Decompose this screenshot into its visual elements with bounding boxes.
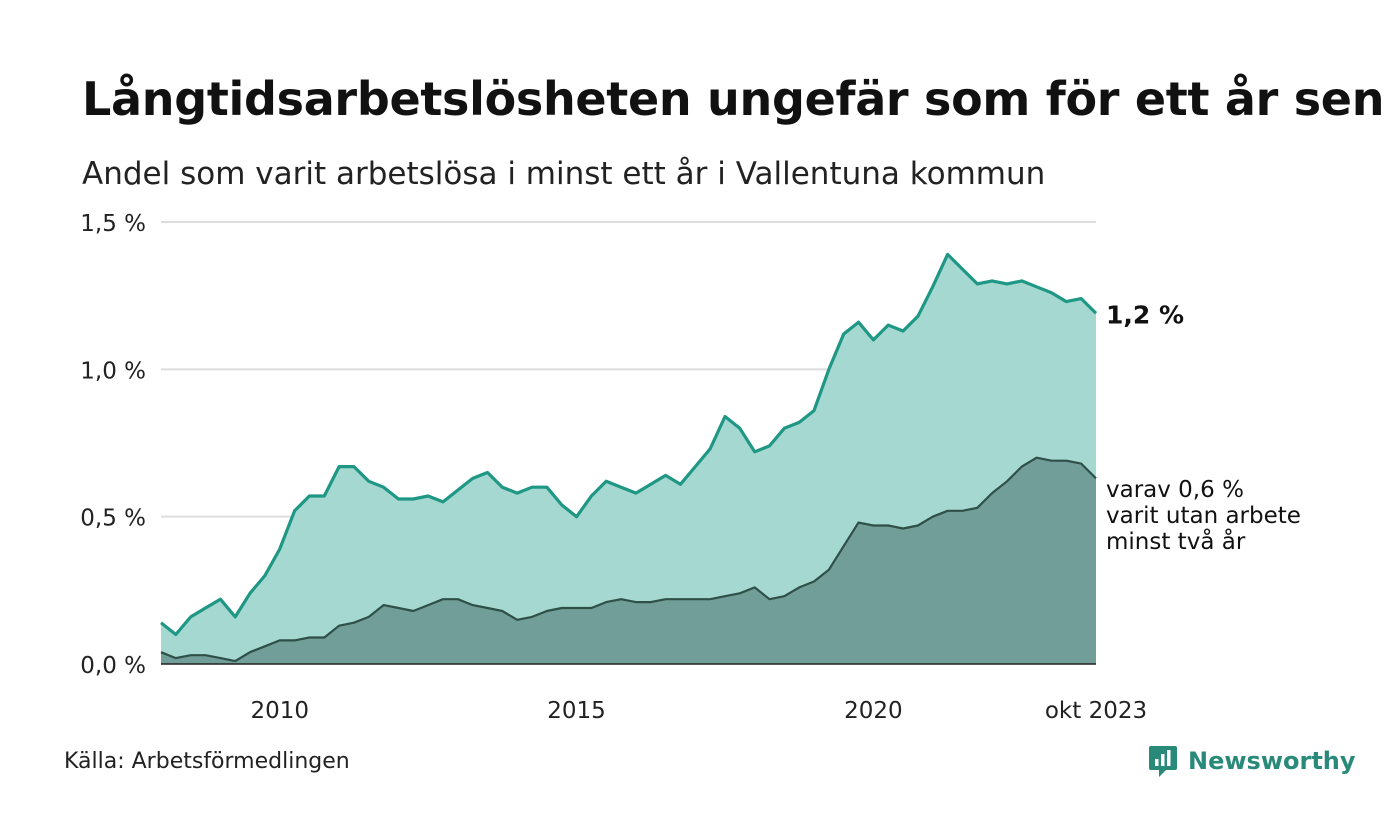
chart-title: Långtidsarbetslösheten ungefär som för e…	[82, 72, 1385, 126]
x-tick-label: 2015	[547, 698, 606, 724]
x-tick-label: 2010	[250, 698, 309, 724]
area-layer	[160, 252, 1098, 664]
y-tick-label: 0,5 %	[80, 506, 146, 532]
x-tick-label: okt 2023	[1045, 698, 1147, 724]
x-tick-label: 2020	[844, 698, 903, 724]
brand-name: Newsworthy	[1188, 747, 1356, 775]
sub-series-line	[160, 456, 1097, 663]
sub-area	[161, 457, 1096, 664]
sub-end-label-line: varav 0,6 %	[1106, 477, 1244, 503]
y-tick-label: 1,5 %	[80, 211, 146, 237]
axis-layer: 0,0 % 0,5 % 1,0 % 1,5 % 2010 2015 2020 okt 2023	[80, 211, 1147, 724]
y-tick-label: 0,0 %	[80, 653, 146, 679]
y-tick-label: 1,0 %	[80, 358, 146, 384]
main-series-line	[160, 252, 1098, 637]
source-note: Källa: Arbetsförmedlingen	[64, 749, 350, 774]
newsworthy-logo-icon	[1149, 746, 1177, 777]
main-end-label: 1,2 %	[1106, 300, 1184, 329]
sub-end-label-line: minst två år	[1106, 527, 1246, 555]
chart-subtitle: Andel som varit arbetslösa i minst ett å…	[82, 156, 1046, 192]
brand-logo: Newsworthy	[1148, 744, 1356, 778]
sub-end-label-line: varit utan arbete	[1106, 503, 1301, 529]
